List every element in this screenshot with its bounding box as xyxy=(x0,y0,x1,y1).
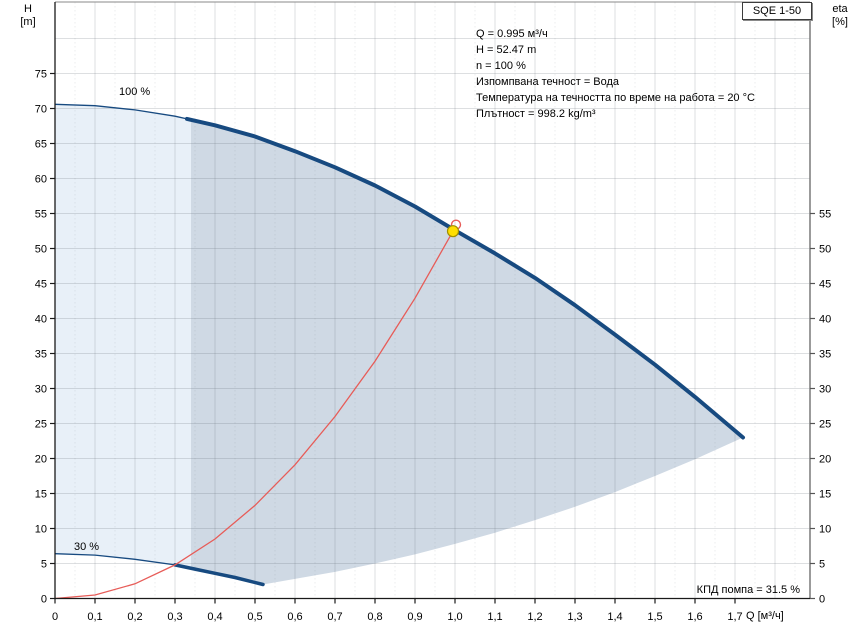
tick-label-left: 55 xyxy=(35,209,47,221)
tick-label-bottom: 0,3 xyxy=(167,611,182,623)
tick-label-right: 45 xyxy=(819,279,831,291)
tick-label-bottom: 1,1 xyxy=(487,611,502,623)
tick-label-bottom: 0,7 xyxy=(327,611,342,623)
annotation-speed: n = 100 % xyxy=(476,60,526,72)
tick-label-bottom: 0,6 xyxy=(287,611,302,623)
tick-label-right: 5 xyxy=(819,559,825,571)
tick-label-left: 10 xyxy=(35,524,47,536)
tick-label-left: 40 xyxy=(35,314,47,326)
speed-label-30: 30 % xyxy=(74,541,100,553)
tick-label-right: 55 xyxy=(819,209,831,221)
tick-label-right: 35 xyxy=(819,349,831,361)
speed-label-100: 100 % xyxy=(119,86,151,98)
pump-title: SQE 1-50 xyxy=(752,5,802,17)
tick-label-bottom: 0,8 xyxy=(367,611,382,623)
right-axis-title-quantity: eta xyxy=(832,3,848,15)
tick-label-bottom: 0 xyxy=(52,611,58,623)
pump-curve-30-thin xyxy=(54,553,176,566)
tick-label-left: 35 xyxy=(35,349,47,361)
plot-frame xyxy=(54,1,811,600)
tick-label-right: 30 xyxy=(819,384,831,396)
pump-curve-100-thin xyxy=(54,103,188,120)
tick-label-left: 20 xyxy=(35,454,47,466)
tick-label-left: 50 xyxy=(35,244,47,256)
pump-curve-30-thick xyxy=(173,563,265,587)
duty-point-marker xyxy=(446,219,462,238)
tick-label-bottom: 0,9 xyxy=(407,611,422,623)
left-axis-title-unit: [m] xyxy=(20,16,36,28)
gridlines-minor xyxy=(74,2,796,599)
tick-label-right: 0 xyxy=(819,594,825,606)
tick-label-bottom: 0,1 xyxy=(87,611,102,623)
duty-annotation: Q = 0.995 м³/ч H = 52.47 m n = 100 % Изп… xyxy=(476,26,755,122)
tick-label-left: 5 xyxy=(41,559,47,571)
tick-label-left: 60 xyxy=(35,174,47,186)
right-axis-title-unit: [%] xyxy=(832,16,848,28)
tick-label-left: 15 xyxy=(35,489,47,501)
operating-range-dark-region xyxy=(191,119,743,585)
operating-range-light-region xyxy=(55,104,191,569)
tick-label-bottom: 1,0 xyxy=(447,611,462,623)
tick-label-right: 40 xyxy=(819,314,831,326)
tick-label-bottom: 1,3 xyxy=(567,611,582,623)
left-axis-title-quantity: H xyxy=(24,3,32,15)
system-curve xyxy=(54,230,454,600)
tick-label-left: 65 xyxy=(35,139,47,151)
right-axis-title: eta [%] xyxy=(824,3,856,29)
tick-label-right: 10 xyxy=(819,524,831,536)
tick-label-left: 25 xyxy=(35,419,47,431)
pump-efficiency-label: КПД помпа = 31.5 % xyxy=(696,584,800,596)
gridlines-major xyxy=(55,2,810,599)
annotation-temperature: Температура на течността по време на раб… xyxy=(476,92,755,104)
tick-label-bottom: 0,2 xyxy=(127,611,142,623)
tick-label-bottom: 1,6 xyxy=(687,611,702,623)
operating-range-regions xyxy=(55,104,743,585)
tick-label-left: 75 xyxy=(35,69,47,81)
annotation-density: Плътност = 998.2 kg/m³ xyxy=(476,108,596,120)
tick-label-left: 0 xyxy=(41,594,47,606)
tick-label-right: 50 xyxy=(819,244,831,256)
x-axis-title: Q [м³/ч] xyxy=(746,610,784,622)
pump-title-box: SQE 1-50 xyxy=(742,2,812,20)
annotation-liquid: Изпомпвана течност = Вода xyxy=(476,76,620,88)
left-axis-title: H [m] xyxy=(12,3,44,29)
tick-label-bottom: 1,5 xyxy=(647,611,662,623)
duty-point-dot xyxy=(446,225,460,238)
tick-label-bottom: 0,5 xyxy=(247,611,262,623)
axis-tick-labels: 0 5 10 15 20 25 30 35 40 45 50 55 60 65 70 75 0 5 10 15 20 25… xyxy=(35,69,832,624)
tick-label-bottom: 1,2 xyxy=(527,611,542,623)
tick-label-right: 15 xyxy=(819,489,831,501)
axis-ticks xyxy=(50,72,815,604)
tick-label-left: 30 xyxy=(35,384,47,396)
tick-label-left: 45 xyxy=(35,279,47,291)
annotation-flow: Q = 0.995 м³/ч xyxy=(476,28,548,40)
tick-label-bottom: 1,7 xyxy=(727,611,742,623)
tick-label-bottom: 1,4 xyxy=(607,611,622,623)
tick-label-bottom: 0,4 xyxy=(207,611,222,623)
tick-label-right: 25 xyxy=(819,419,831,431)
annotation-head: H = 52.47 m xyxy=(476,44,537,56)
tick-label-left: 70 xyxy=(35,104,47,116)
tick-label-right: 20 xyxy=(819,454,831,466)
